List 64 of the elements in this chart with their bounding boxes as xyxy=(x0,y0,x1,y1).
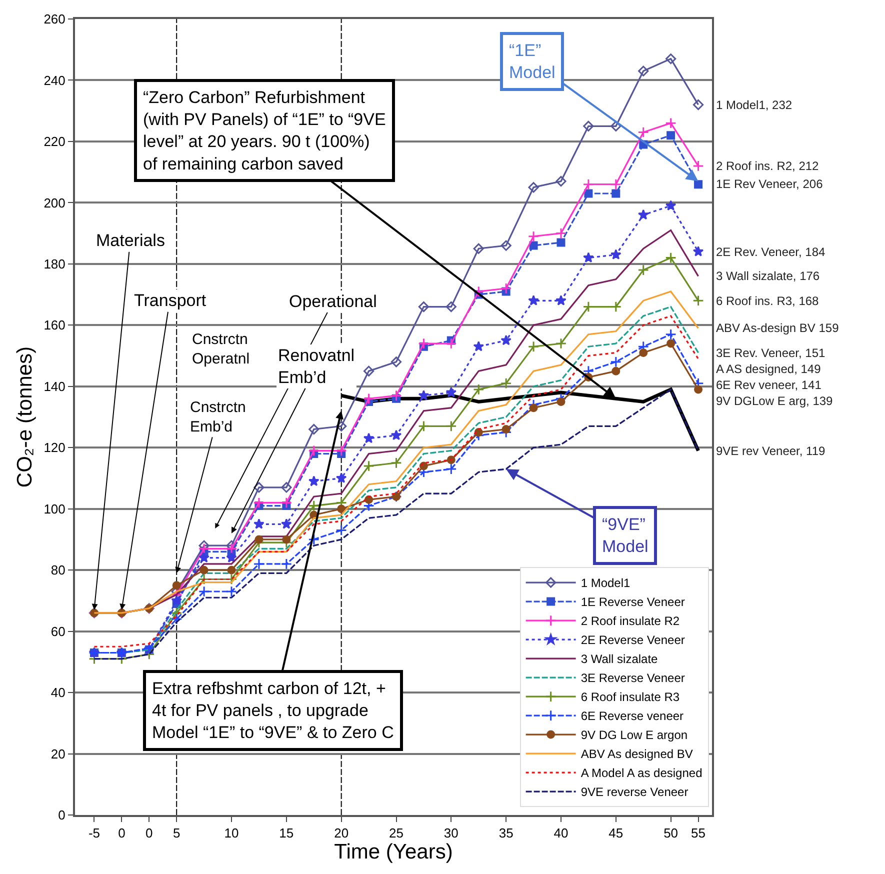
x-tick-label: 55 xyxy=(691,826,706,841)
annotation: 3E Rev. Veneer, 151 xyxy=(716,346,826,360)
annotation: Renovatnl Emb’d xyxy=(278,346,355,388)
annotation: 2E Rev. Veneer, 184 xyxy=(716,245,826,259)
y-tick-label: 140 xyxy=(44,378,66,394)
annotation: A AS designed, 149 xyxy=(716,362,822,376)
y-tick-label: 120 xyxy=(44,440,66,456)
y-tick-label: 260 xyxy=(44,12,66,27)
annotation: Cnstrctn Operatnl xyxy=(192,331,250,368)
y-tick-label: 200 xyxy=(44,195,66,210)
legend-label: ABV As designed BV xyxy=(580,747,693,762)
legend-label: 6E Reverse veneer xyxy=(580,709,684,724)
y-tick-label: 80 xyxy=(50,562,66,578)
legend-label: 1 Model1 xyxy=(580,576,631,590)
annotation: “9VE” Model xyxy=(602,515,648,556)
annotation: 9V DGLow E arg, 139 xyxy=(716,394,834,408)
legend-label: 9VE reverse Veneer xyxy=(580,785,688,800)
legend-label: 9V DG Low E argon xyxy=(580,728,688,742)
y-tick-label: 0 xyxy=(58,808,66,823)
x-tick-label: 0 xyxy=(146,826,153,841)
x-tick-label: -5 xyxy=(88,826,100,841)
y-axis-title: CO₂-e (tonnes) xyxy=(13,346,36,488)
x-axis-title: Time (Years) xyxy=(334,840,453,864)
annotation: Materials xyxy=(96,231,165,250)
annotation: Cnstrctn Emb’d xyxy=(190,399,246,436)
x-tick-label: 5 xyxy=(172,826,180,841)
x-tick-label: 0 xyxy=(118,826,126,841)
annotation: 6 Roof ins. R3, 168 xyxy=(716,294,820,308)
annotation: 6E Rev veneer, 141 xyxy=(716,378,822,392)
legend-label: 2 Roof insulate R2 xyxy=(580,614,680,628)
annotation: Operational xyxy=(289,292,377,311)
y-tick-label: 40 xyxy=(50,685,66,700)
x-tick-label: 20 xyxy=(334,826,349,841)
legend-label: 3E Reverse Veneer xyxy=(580,671,685,686)
x-tick-label: 35 xyxy=(498,826,514,841)
legend-label: 2E Reverse Veneer xyxy=(580,633,685,648)
annotation: Extra refbshmt carbon of 12t, + 4t for PV panels , to upgrade Model “1E” to “9VE” & to Zero C xyxy=(152,679,394,742)
annotation: Transport xyxy=(134,291,206,310)
legend-label: A Model A as designed xyxy=(580,766,702,780)
x-tick-label: 15 xyxy=(279,826,294,841)
annotation: 9VE rev Veneer, 119 xyxy=(716,444,826,458)
legend-label: 6 Roof insulate R3 xyxy=(580,690,680,704)
x-tick-label: 40 xyxy=(554,826,568,841)
legend-label: 3 Wall sizalate xyxy=(580,652,658,666)
y-tick-label: 240 xyxy=(44,72,66,88)
y-tick-label: 180 xyxy=(44,256,66,272)
y-tick-label: 60 xyxy=(50,624,66,639)
y-tick-label: 160 xyxy=(44,318,66,333)
legend-label: 1E Reverse Veneer xyxy=(580,595,685,610)
annotation: 3 Wall sizalate, 176 xyxy=(716,269,820,283)
x-tick-label: 45 xyxy=(608,826,624,841)
y-tick-label: 20 xyxy=(50,746,66,762)
annotation: 1 Model1, 232 xyxy=(716,98,792,112)
annotation: “1E” Model xyxy=(509,41,556,82)
annotation: 2 Roof ins. R2, 212 xyxy=(716,159,820,173)
annotation: ABV As-design BV 159 xyxy=(716,321,840,335)
x-tick-label: 30 xyxy=(444,826,458,841)
x-tick-label: 25 xyxy=(389,826,404,841)
annotation: 1E Rev Veneer, 206 xyxy=(716,177,824,191)
annotation: “Zero Carbon” Refurbishment (with PV Panels) of “1E” to “9VE level” at 20 years. 90 t (100%) of remaining carbon saved xyxy=(143,88,386,174)
y-tick-label: 220 xyxy=(44,134,66,150)
x-tick-label: 50 xyxy=(664,826,678,841)
x-tick-label: 10 xyxy=(224,826,239,841)
y-tick-label: 100 xyxy=(44,501,66,516)
